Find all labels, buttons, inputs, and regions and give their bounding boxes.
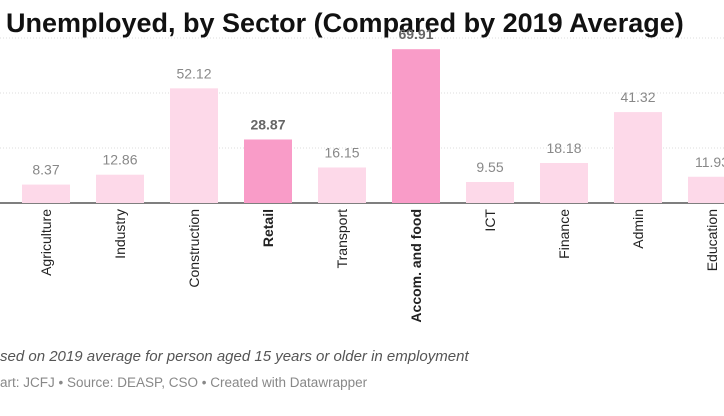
value-label: 12.86 [102, 152, 137, 168]
bar-finance [540, 163, 588, 203]
value-label: 52.12 [176, 65, 211, 81]
category-label: Finance [556, 209, 572, 259]
value-label: 28.87 [250, 116, 285, 132]
value-label: 11.93 [695, 154, 724, 170]
chart-title: Unemployed, by Sector (Compared by 2019 … [6, 8, 684, 38]
value-label: 69.91 [398, 26, 433, 42]
bar-agriculture [22, 184, 70, 203]
bar-retail [244, 139, 292, 203]
category-label: Construction [186, 209, 202, 288]
bar-industry [96, 174, 144, 203]
value-label: 18.18 [546, 140, 581, 156]
category-label: Agriculture [38, 209, 54, 276]
category-label: Retail [260, 209, 276, 247]
value-labels: 8.37 12.86 52.12 28.87 16.15 69.91 9.55 18.18 41… [32, 26, 724, 177]
value-label: 16.15 [324, 144, 359, 160]
bar-chart: 8.37 12.86 52.12 28.87 16.15 69.91 9.55 18.18 41… [0, 26, 724, 323]
category-label: Accom. and food [408, 209, 424, 323]
bar-construction [170, 88, 218, 203]
value-label: 41.32 [620, 89, 655, 105]
value-label: 8.37 [32, 162, 59, 178]
category-label: Transport [334, 209, 350, 269]
category-label: Education [704, 209, 720, 271]
bar-accom-and-food [392, 49, 440, 204]
bar-education [688, 176, 724, 203]
category-label: ICT [482, 209, 498, 232]
bar-transport [318, 167, 366, 203]
bars [22, 49, 724, 204]
category-label: Admin [630, 209, 646, 249]
category-labels: Agriculture Industry Construction Retail Tra… [38, 209, 720, 323]
source-credit: art: JCFJ • Source: DEASP, CSO • Created… [0, 375, 368, 390]
category-label: Industry [112, 209, 128, 259]
footnote: sed on 2019 average for person aged 15 y… [0, 348, 469, 365]
value-label: 9.55 [476, 159, 503, 175]
bar-admin [614, 112, 662, 203]
bar-ict [466, 181, 514, 203]
